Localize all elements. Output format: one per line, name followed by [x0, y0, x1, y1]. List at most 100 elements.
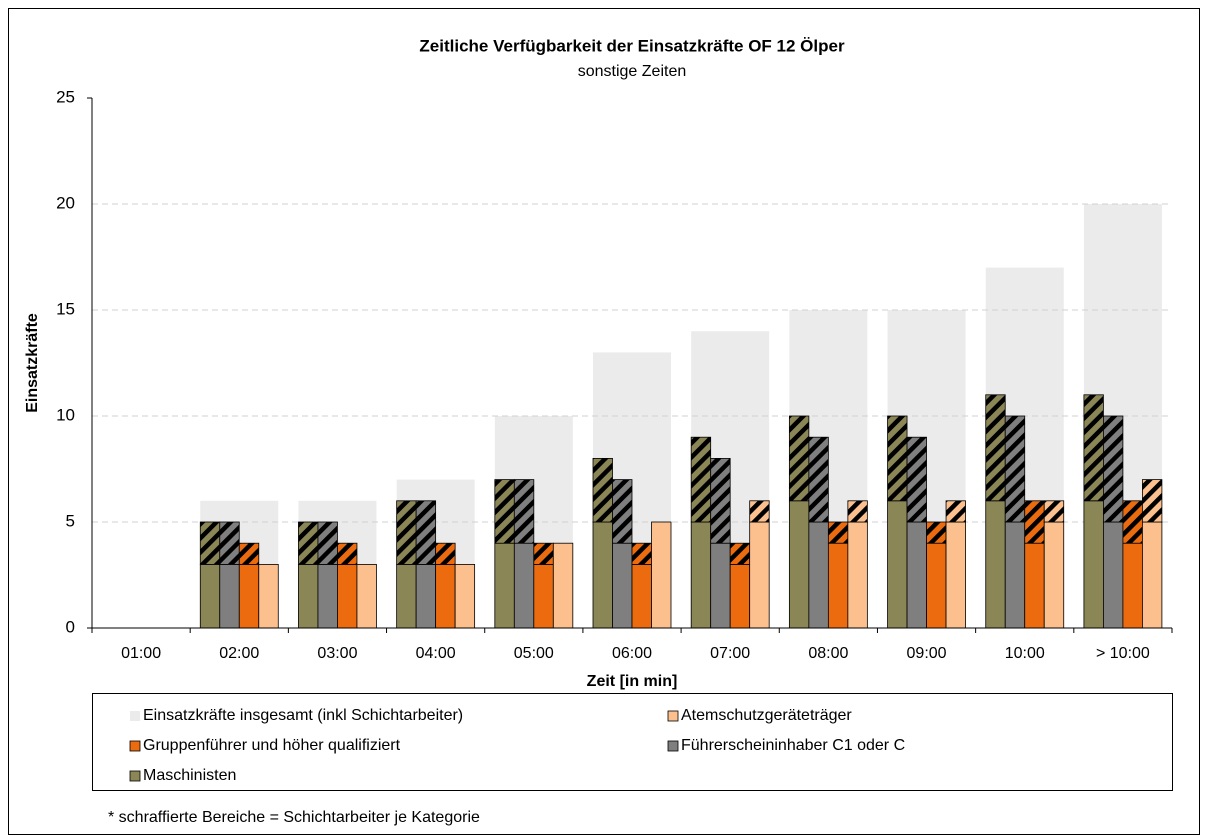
- bar: [631, 564, 652, 629]
- shift-bar: [494, 479, 515, 544]
- bar: [454, 564, 476, 629]
- shift-bar: [1142, 479, 1163, 523]
- shift-bar: [238, 542, 260, 565]
- shift-bar: [749, 500, 770, 523]
- bar: [749, 521, 770, 629]
- shift-bar: [337, 542, 358, 565]
- y-tick-label: 15: [56, 299, 75, 318]
- shift-bar: [1103, 415, 1124, 523]
- bar: [808, 521, 829, 629]
- legend-swatch: [129, 740, 141, 752]
- shift-bar: [710, 457, 731, 544]
- shift-bar: [729, 542, 751, 565]
- note: * schraffierte Bereiche = Schichtarbeite…: [108, 809, 480, 826]
- shift-bar: [415, 500, 437, 565]
- bar: [710, 542, 731, 629]
- x-tick-label: 10:00: [1005, 645, 1045, 662]
- shift-bar: [827, 521, 849, 544]
- legend-swatch: [667, 710, 679, 722]
- bar: [1142, 521, 1163, 629]
- bar: [690, 521, 712, 629]
- shift-bar: [612, 479, 633, 544]
- bar: [199, 564, 221, 629]
- bar: [1103, 521, 1124, 629]
- y-tick-label: 20: [56, 193, 75, 212]
- shift-bar: [199, 521, 221, 565]
- bar: [827, 542, 849, 629]
- x-tick-label: 08:00: [808, 645, 848, 662]
- bar: [415, 564, 437, 629]
- bar: [729, 564, 751, 629]
- shift-bar: [317, 521, 338, 565]
- shift-bar: [298, 521, 319, 565]
- bar: [356, 564, 377, 629]
- bar: [651, 521, 672, 629]
- shift-bar: [219, 521, 240, 565]
- shift-bar: [788, 415, 810, 502]
- legend-swatch: [667, 740, 679, 752]
- bar: [906, 521, 927, 629]
- bar: [1083, 500, 1104, 629]
- shift-bar: [1083, 394, 1104, 502]
- shift-bar: [945, 500, 966, 523]
- x-tick-label: 09:00: [907, 645, 947, 662]
- shift-bar: [1043, 500, 1065, 523]
- y-tick-label: 5: [66, 511, 75, 530]
- shift-bar: [906, 436, 927, 523]
- bar: [1004, 521, 1026, 629]
- bar: [945, 521, 966, 629]
- shift-bar: [808, 436, 829, 523]
- legend-label: Maschinisten: [143, 767, 236, 784]
- legend-label: Atemschutzgeräteträger: [681, 707, 852, 724]
- shift-bar: [513, 479, 535, 544]
- bar: [926, 542, 947, 629]
- shift-bar: [690, 436, 712, 523]
- x-tick-label: 06:00: [612, 645, 652, 662]
- chart-title: Zeitliche Verfügbarkeit der Einsatzkräft…: [419, 36, 845, 55]
- x-tick-label: 04:00: [416, 645, 456, 662]
- y-tick-label: 25: [56, 87, 75, 106]
- bar: [1122, 542, 1143, 629]
- bar: [396, 564, 417, 629]
- bar: [552, 542, 574, 629]
- x-tick-label: > 10:00: [1096, 645, 1150, 662]
- shift-bar: [1122, 500, 1143, 544]
- x-tick-label: 05:00: [514, 645, 554, 662]
- shift-bar: [435, 542, 456, 565]
- legend-swatch: [129, 770, 141, 782]
- y-tick-label: 10: [56, 405, 75, 424]
- bar: [317, 564, 338, 629]
- bar: [1024, 542, 1045, 629]
- x-tick-label: 03:00: [317, 645, 357, 662]
- shift-bar: [887, 415, 908, 502]
- legend-label: Führerscheininhaber C1 oder C: [681, 737, 905, 754]
- bar: [238, 564, 260, 629]
- bar: [533, 564, 554, 629]
- legend-box: [92, 693, 1173, 791]
- bar: [592, 521, 613, 629]
- bar: [985, 500, 1006, 629]
- shift-bar: [847, 500, 868, 523]
- bar: [337, 564, 358, 629]
- y-tick-label: 0: [66, 617, 75, 636]
- bar: [887, 500, 908, 629]
- bar: [788, 500, 810, 629]
- shift-bar: [926, 521, 947, 544]
- shift-bar: [985, 394, 1006, 502]
- y-axis-title: Einsatzkräfte: [24, 313, 41, 413]
- bar: [494, 542, 515, 629]
- bar: [513, 542, 535, 629]
- x-tick-label: 01:00: [121, 645, 161, 662]
- shift-bar: [1024, 500, 1045, 544]
- x-tick-label: 07:00: [710, 645, 750, 662]
- legend-label: Einsatzkräfte insgesamt (inkl Schichtarb…: [143, 707, 463, 724]
- bar: [1043, 521, 1065, 629]
- shift-bar: [396, 500, 417, 565]
- shift-bar: [533, 542, 554, 565]
- bar: [847, 521, 868, 629]
- bar: [435, 564, 456, 629]
- x-axis-title: Zeit [in min]: [587, 673, 678, 690]
- bar: [298, 564, 319, 629]
